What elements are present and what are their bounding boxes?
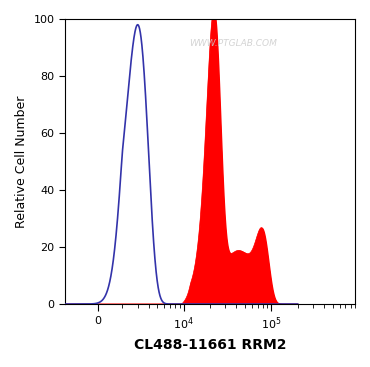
Text: WWW.PTGLAB.COM: WWW.PTGLAB.COM bbox=[189, 39, 277, 48]
X-axis label: CL488-11661 RRM2: CL488-11661 RRM2 bbox=[134, 338, 286, 352]
Y-axis label: Relative Cell Number: Relative Cell Number bbox=[15, 95, 28, 228]
